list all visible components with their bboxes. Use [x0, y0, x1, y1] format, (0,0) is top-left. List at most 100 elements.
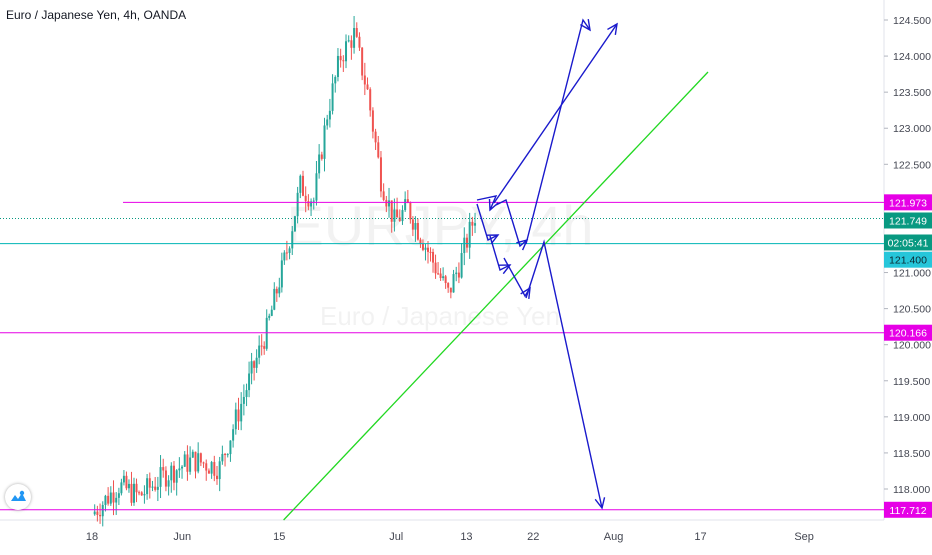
y-tick-label: 123.500	[893, 87, 931, 99]
arrow-up-long-2-head	[580, 19, 591, 32]
candle-body	[221, 453, 224, 462]
y-tick-label: 122.500	[893, 159, 931, 171]
chart-title: Euro / Japanese Yen, 4h, OANDA	[6, 8, 187, 22]
level-price-label: 117.712	[889, 505, 926, 517]
candle-body	[138, 492, 141, 494]
candle-body	[164, 470, 167, 487]
candle-body	[248, 373, 251, 391]
candle-body	[232, 429, 235, 441]
candle-body	[323, 125, 326, 159]
candle-body	[240, 403, 243, 422]
x-tick-label: Sep	[794, 531, 814, 543]
arrow-small-down-2[interactable]	[489, 235, 511, 272]
candle-body	[427, 247, 429, 252]
candle-body	[388, 200, 391, 207]
candle-body	[444, 276, 447, 284]
x-tick-label: 15	[273, 531, 285, 543]
y-tick-label: 120.500	[893, 304, 931, 316]
candle-body	[326, 119, 329, 126]
candle-body	[396, 209, 399, 218]
x-tick-label: 22	[527, 531, 539, 543]
candle-body	[293, 216, 296, 232]
candle-body	[167, 480, 170, 487]
candle-body	[318, 154, 321, 174]
arrow-up-long-2[interactable]	[525, 18, 591, 245]
candle-body	[285, 252, 288, 254]
candle-body	[358, 36, 361, 48]
arrow-small-down-1[interactable]	[476, 203, 499, 241]
candle-body	[258, 345, 261, 358]
candle-body	[159, 467, 162, 487]
candle-body	[366, 84, 369, 90]
candle-body	[143, 494, 146, 496]
candle-body	[474, 223, 477, 226]
level-price-label: 121.400	[889, 255, 927, 267]
arrow-small-down-2-head	[498, 264, 512, 275]
candle-body	[178, 468, 181, 471]
level-price-label-bg	[884, 251, 932, 268]
candle-body	[191, 451, 194, 458]
candle-body	[162, 467, 165, 471]
candle-body	[421, 243, 424, 250]
arrow-up-long-1[interactable]	[493, 23, 618, 204]
candle-body	[125, 475, 128, 489]
trendline[interactable]	[283, 71, 709, 521]
candle-body	[245, 390, 248, 397]
candle-body	[250, 361, 253, 374]
arrow-down-long[interactable]	[525, 239, 603, 509]
candle-body	[218, 461, 221, 480]
candle-body	[199, 453, 202, 463]
arrow-mid[interactable]	[495, 199, 528, 248]
candle-body	[455, 272, 458, 275]
candle-body	[471, 221, 474, 226]
candle-body	[416, 223, 419, 240]
candle-body	[117, 493, 120, 498]
candle-body	[437, 273, 440, 275]
candle-body	[135, 483, 138, 493]
candle-body	[401, 210, 404, 222]
candle-body	[339, 55, 342, 61]
level-price-label-bg	[884, 234, 932, 251]
candle-body	[449, 287, 452, 293]
candle-body	[414, 223, 417, 230]
candle-body	[194, 451, 197, 472]
candle-body	[463, 237, 466, 254]
candle-body	[226, 454, 229, 456]
y-tick-label: 123.000	[893, 123, 931, 135]
candle-body	[336, 55, 339, 78]
candle-body	[207, 470, 210, 474]
level-price-label: 121.973	[889, 197, 927, 209]
candle-body	[140, 492, 143, 496]
candle-body	[104, 495, 107, 505]
arrow-up-long-1-head	[607, 22, 618, 35]
candle-body	[429, 251, 432, 253]
candle-body	[334, 77, 337, 84]
watermark-symbol: EURJPY, 4h	[286, 194, 593, 257]
candle-body	[202, 462, 205, 464]
candle-body	[409, 203, 412, 220]
candle-body	[224, 453, 227, 456]
candle-body	[122, 475, 125, 483]
level-price-label: 02:05:41	[888, 237, 929, 249]
candle-body	[273, 288, 276, 310]
candle-body	[406, 199, 409, 204]
y-tick-label: 118.000	[893, 484, 930, 496]
candle-body	[377, 142, 380, 158]
candle-body	[312, 200, 315, 202]
x-tick-label: 17	[694, 531, 706, 543]
candle-body	[99, 514, 102, 517]
candle-body	[260, 345, 263, 347]
candle-body	[183, 454, 186, 467]
candle-body	[146, 478, 149, 495]
tradingview-logo-icon[interactable]	[5, 484, 31, 510]
candle-body	[96, 511, 99, 515]
candle-body	[210, 462, 213, 474]
x-tick-label: 13	[460, 531, 472, 543]
candle-body	[127, 483, 130, 489]
candle-body	[398, 217, 401, 222]
candle-body	[278, 287, 281, 294]
candle-body	[283, 252, 286, 261]
arrow-small-up[interactable]	[476, 195, 498, 211]
candle-body	[109, 492, 112, 504]
